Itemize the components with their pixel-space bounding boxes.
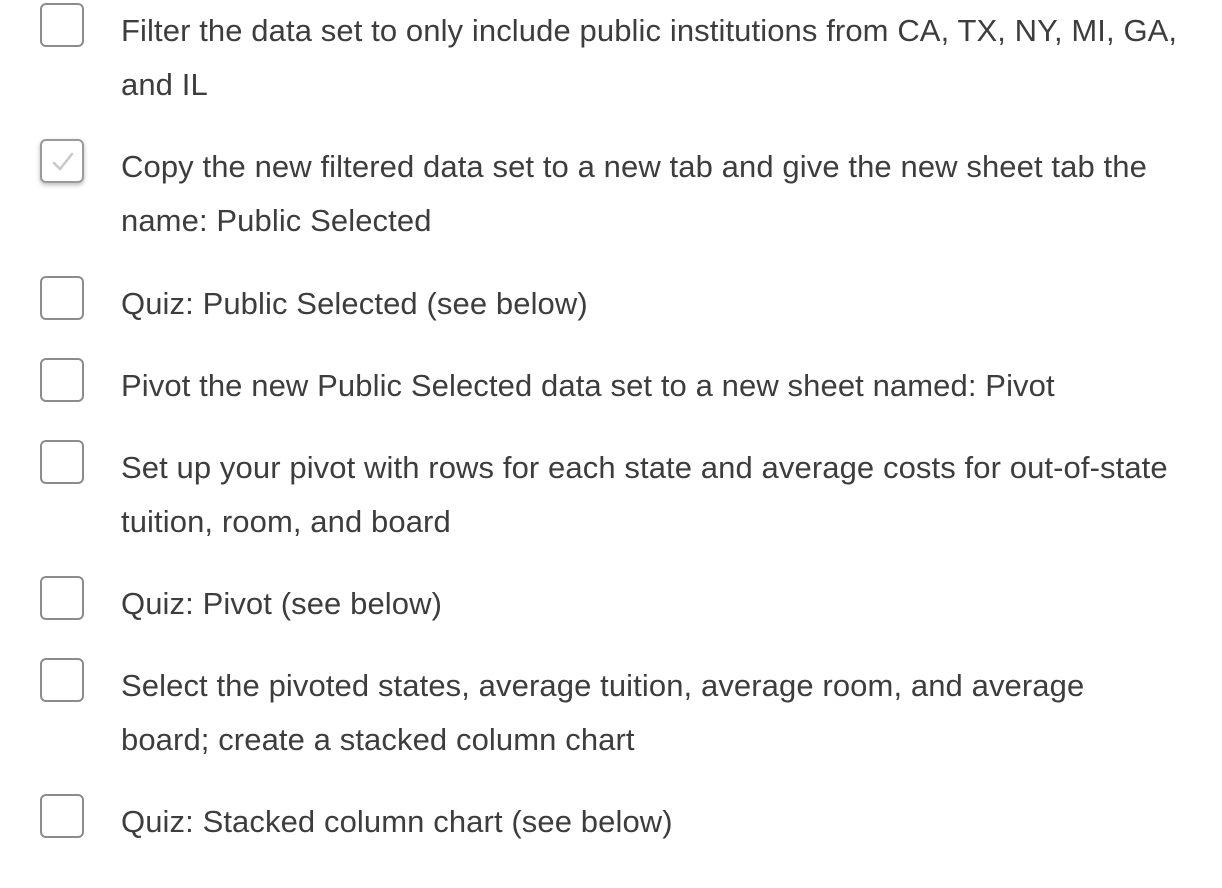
task-label: Select the pivoted states, average tuiti… bbox=[121, 668, 1085, 757]
check-icon bbox=[52, 152, 74, 171]
task-label: Quiz: Pivot (see below) bbox=[121, 586, 443, 621]
task-checkbox[interactable] bbox=[40, 139, 84, 183]
task-label: Quiz: Public Selected (see below) bbox=[121, 286, 588, 321]
task-checkbox[interactable] bbox=[40, 794, 84, 838]
task-checkbox[interactable] bbox=[40, 658, 84, 702]
task-checkbox[interactable] bbox=[40, 3, 84, 47]
task-label: Quiz: Stacked column chart (see below) bbox=[121, 804, 673, 839]
task-label: Copy the new filtered data set to a new … bbox=[121, 149, 1147, 238]
task-checkbox[interactable] bbox=[40, 276, 84, 320]
task-label: Pivot the new Public Selected data set t… bbox=[121, 368, 1055, 403]
task-checkbox[interactable] bbox=[40, 576, 84, 620]
task-label: Filter the data set to only include publ… bbox=[121, 13, 1178, 102]
task-label: Set up your pivot with rows for each sta… bbox=[121, 450, 1168, 539]
task-checkbox[interactable] bbox=[40, 440, 84, 484]
task-checkbox[interactable] bbox=[40, 358, 84, 402]
